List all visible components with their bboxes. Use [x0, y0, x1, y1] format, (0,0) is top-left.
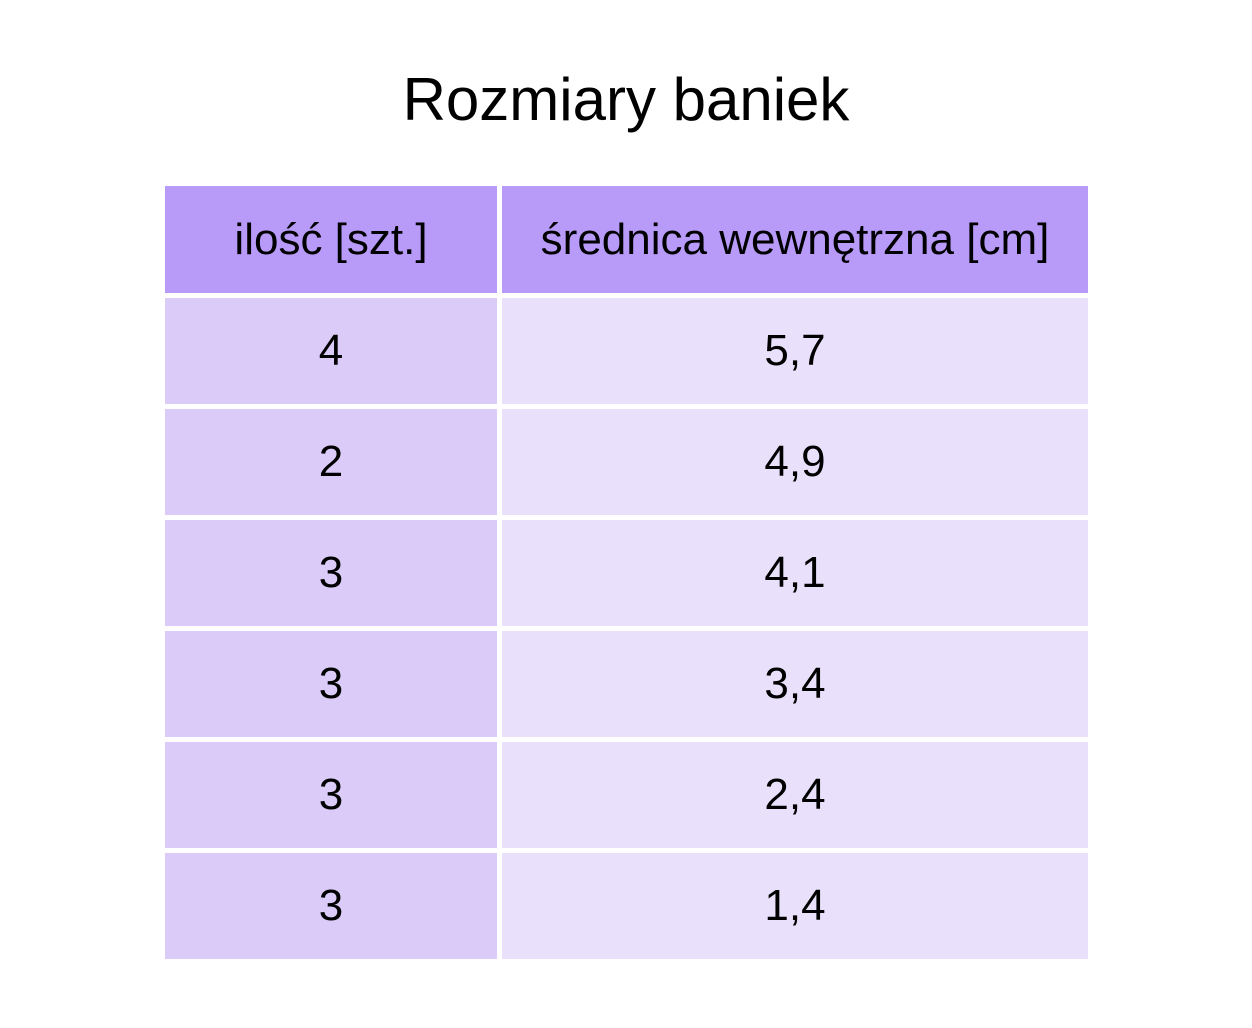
table-cell-quantity: 3 [165, 631, 497, 737]
table-cell-diameter: 5,7 [502, 298, 1088, 404]
column-header-quantity: ilość [szt.] [165, 186, 497, 293]
table-row: 3 3,4 [165, 631, 1088, 737]
table-header-row: ilość [szt.] średnica wewnętrzna [cm] [165, 186, 1088, 293]
table-cell-diameter: 4,9 [502, 409, 1088, 515]
table-cell-diameter: 4,1 [502, 520, 1088, 626]
table-row: 4 5,7 [165, 298, 1088, 404]
table-row: 3 2,4 [165, 742, 1088, 848]
table-cell-quantity: 3 [165, 853, 497, 959]
data-table: ilość [szt.] średnica wewnętrzna [cm] 4 … [165, 186, 1088, 959]
table-cell-diameter: 2,4 [502, 742, 1088, 848]
table-cell-diameter: 1,4 [502, 853, 1088, 959]
table-cell-quantity: 3 [165, 520, 497, 626]
page-title: Rozmiary baniek [402, 66, 850, 133]
table-cell-diameter: 3,4 [502, 631, 1088, 737]
column-header-inner-diameter: średnica wewnętrzna [cm] [502, 186, 1088, 293]
table-row: 3 1,4 [165, 853, 1088, 959]
table-row: 2 4,9 [165, 409, 1088, 515]
table-cell-quantity: 4 [165, 298, 497, 404]
table-row: 3 4,1 [165, 520, 1088, 626]
table-cell-quantity: 3 [165, 742, 497, 848]
table-cell-quantity: 2 [165, 409, 497, 515]
